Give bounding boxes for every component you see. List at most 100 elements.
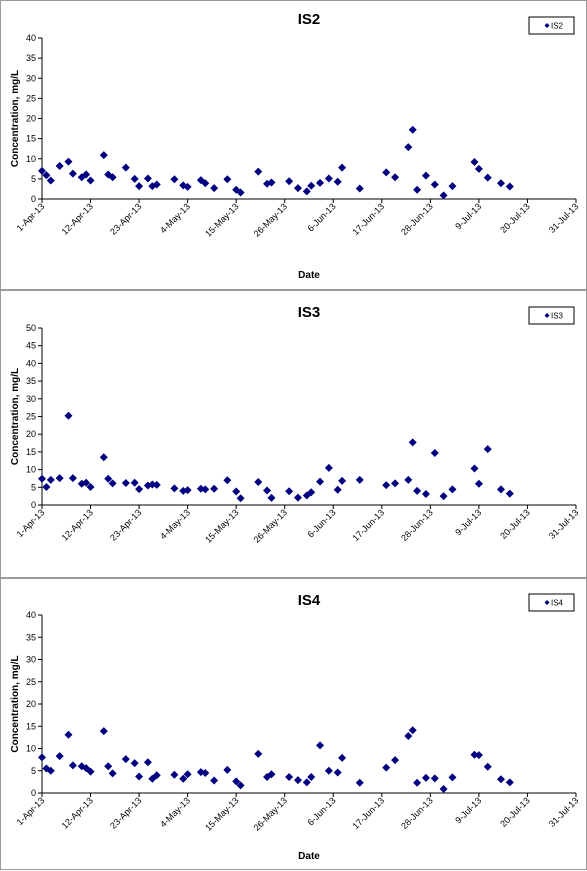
data-point — [42, 482, 51, 491]
data-point — [338, 163, 347, 172]
data-point — [267, 178, 276, 187]
data-point — [496, 775, 505, 784]
data-point — [302, 187, 311, 196]
data-point — [448, 773, 457, 782]
x-tick-label: 9-Jul-13 — [453, 795, 483, 825]
data-point — [404, 732, 413, 741]
data-point — [82, 170, 91, 179]
data-point — [307, 772, 316, 781]
data-point — [439, 492, 448, 501]
data-point — [267, 770, 276, 779]
data-point — [267, 493, 276, 502]
y-tick-label: 25 — [26, 93, 36, 103]
data-point — [42, 764, 51, 773]
y-tick-label: 25 — [26, 677, 36, 687]
x-tick-label: 26-May-13 — [252, 201, 289, 238]
legend-box — [528, 306, 575, 325]
x-tick-label: 23-Apr-13 — [108, 201, 143, 236]
data-point — [143, 174, 152, 183]
y-tick-label: 20 — [26, 114, 36, 124]
data-point — [430, 774, 439, 783]
data-point — [135, 772, 144, 781]
chart-title: IS2 — [298, 11, 321, 28]
data-point — [64, 730, 73, 739]
data-point — [68, 474, 77, 483]
x-tick-label: 4-May-13 — [158, 507, 192, 541]
data-point — [474, 751, 483, 760]
x-tick-label: 9-Jul-13 — [453, 507, 483, 537]
data-point — [201, 179, 210, 188]
chart-title: IS4 — [298, 592, 321, 609]
data-point — [135, 182, 144, 191]
data-point — [236, 781, 245, 790]
chart-svg-is3: IS3 0 5 10 15 20 25 30 35 40 45 50 1-Apr-13 12-Apr-13… — [10, 304, 581, 545]
y-tick-label: 10 — [26, 744, 36, 754]
x-tick-label: 9-Jul-13 — [453, 201, 483, 231]
data-point — [413, 486, 422, 495]
x-tick-label: 6-Jun-13 — [305, 507, 337, 539]
x-tick-label: 31-Jul-13 — [547, 507, 581, 541]
data-point — [86, 176, 95, 185]
data-point — [496, 485, 505, 494]
x-tick-label: 23-Apr-13 — [108, 507, 143, 542]
data-point — [152, 180, 161, 189]
data-point — [183, 486, 192, 495]
legend-marker — [544, 600, 550, 605]
data-point — [236, 494, 245, 503]
data-point — [324, 766, 333, 775]
data-point — [46, 176, 55, 185]
data-point — [483, 445, 492, 454]
data-point — [210, 184, 219, 193]
data-point — [316, 477, 325, 486]
data-point — [148, 480, 157, 489]
data-point — [382, 168, 391, 177]
data-point — [391, 756, 400, 765]
data-point — [86, 767, 95, 776]
data-point — [42, 171, 51, 180]
y-axis-label: Concentration, mg/L — [10, 70, 21, 167]
legend-marker — [544, 313, 550, 318]
data-point — [108, 479, 117, 488]
x-tick-label: 20-Jul-13 — [498, 507, 532, 541]
data-point — [355, 475, 364, 484]
data-point — [316, 741, 325, 750]
data-point — [470, 157, 479, 166]
y-axis-label: Concentration, mg/L — [10, 368, 21, 465]
x-tick-label: 26-May-13 — [252, 795, 289, 832]
data-point — [470, 464, 479, 473]
data-point — [38, 753, 46, 762]
data-point — [143, 758, 152, 767]
chart-title: IS3 — [298, 304, 321, 321]
data-point — [104, 474, 113, 483]
x-tick-label: 1-Apr-13 — [15, 201, 47, 233]
x-tick-label: 20-Jul-13 — [498, 795, 532, 829]
data-point — [152, 771, 161, 780]
data-point — [179, 774, 188, 783]
data-point — [404, 143, 413, 152]
data-point — [210, 776, 219, 785]
data-point — [236, 188, 245, 197]
data-point — [99, 727, 108, 736]
data-point — [333, 177, 342, 186]
data-point — [483, 762, 492, 771]
data-point — [505, 778, 514, 787]
x-tick-label: 28-Jun-13 — [399, 201, 435, 237]
data-point — [421, 490, 430, 499]
data-point — [474, 164, 483, 173]
legend-marker — [544, 23, 550, 28]
data-point — [355, 184, 364, 193]
data-point — [421, 171, 430, 180]
x-tick-label: 20-Jul-13 — [498, 201, 532, 235]
data-point — [391, 479, 400, 488]
data-point — [68, 169, 77, 178]
data-point — [355, 778, 364, 787]
x-tick-label: 12-Apr-13 — [60, 795, 95, 830]
data-point — [404, 475, 413, 484]
data-point — [439, 191, 448, 200]
x-tick-label: 12-Apr-13 — [60, 201, 95, 236]
x-tick-label: 17-Jun-13 — [351, 507, 387, 543]
x-tick-label: 1-Apr-13 — [15, 795, 47, 827]
data-point — [391, 173, 400, 182]
data-point — [302, 778, 311, 787]
data-point — [121, 163, 130, 172]
